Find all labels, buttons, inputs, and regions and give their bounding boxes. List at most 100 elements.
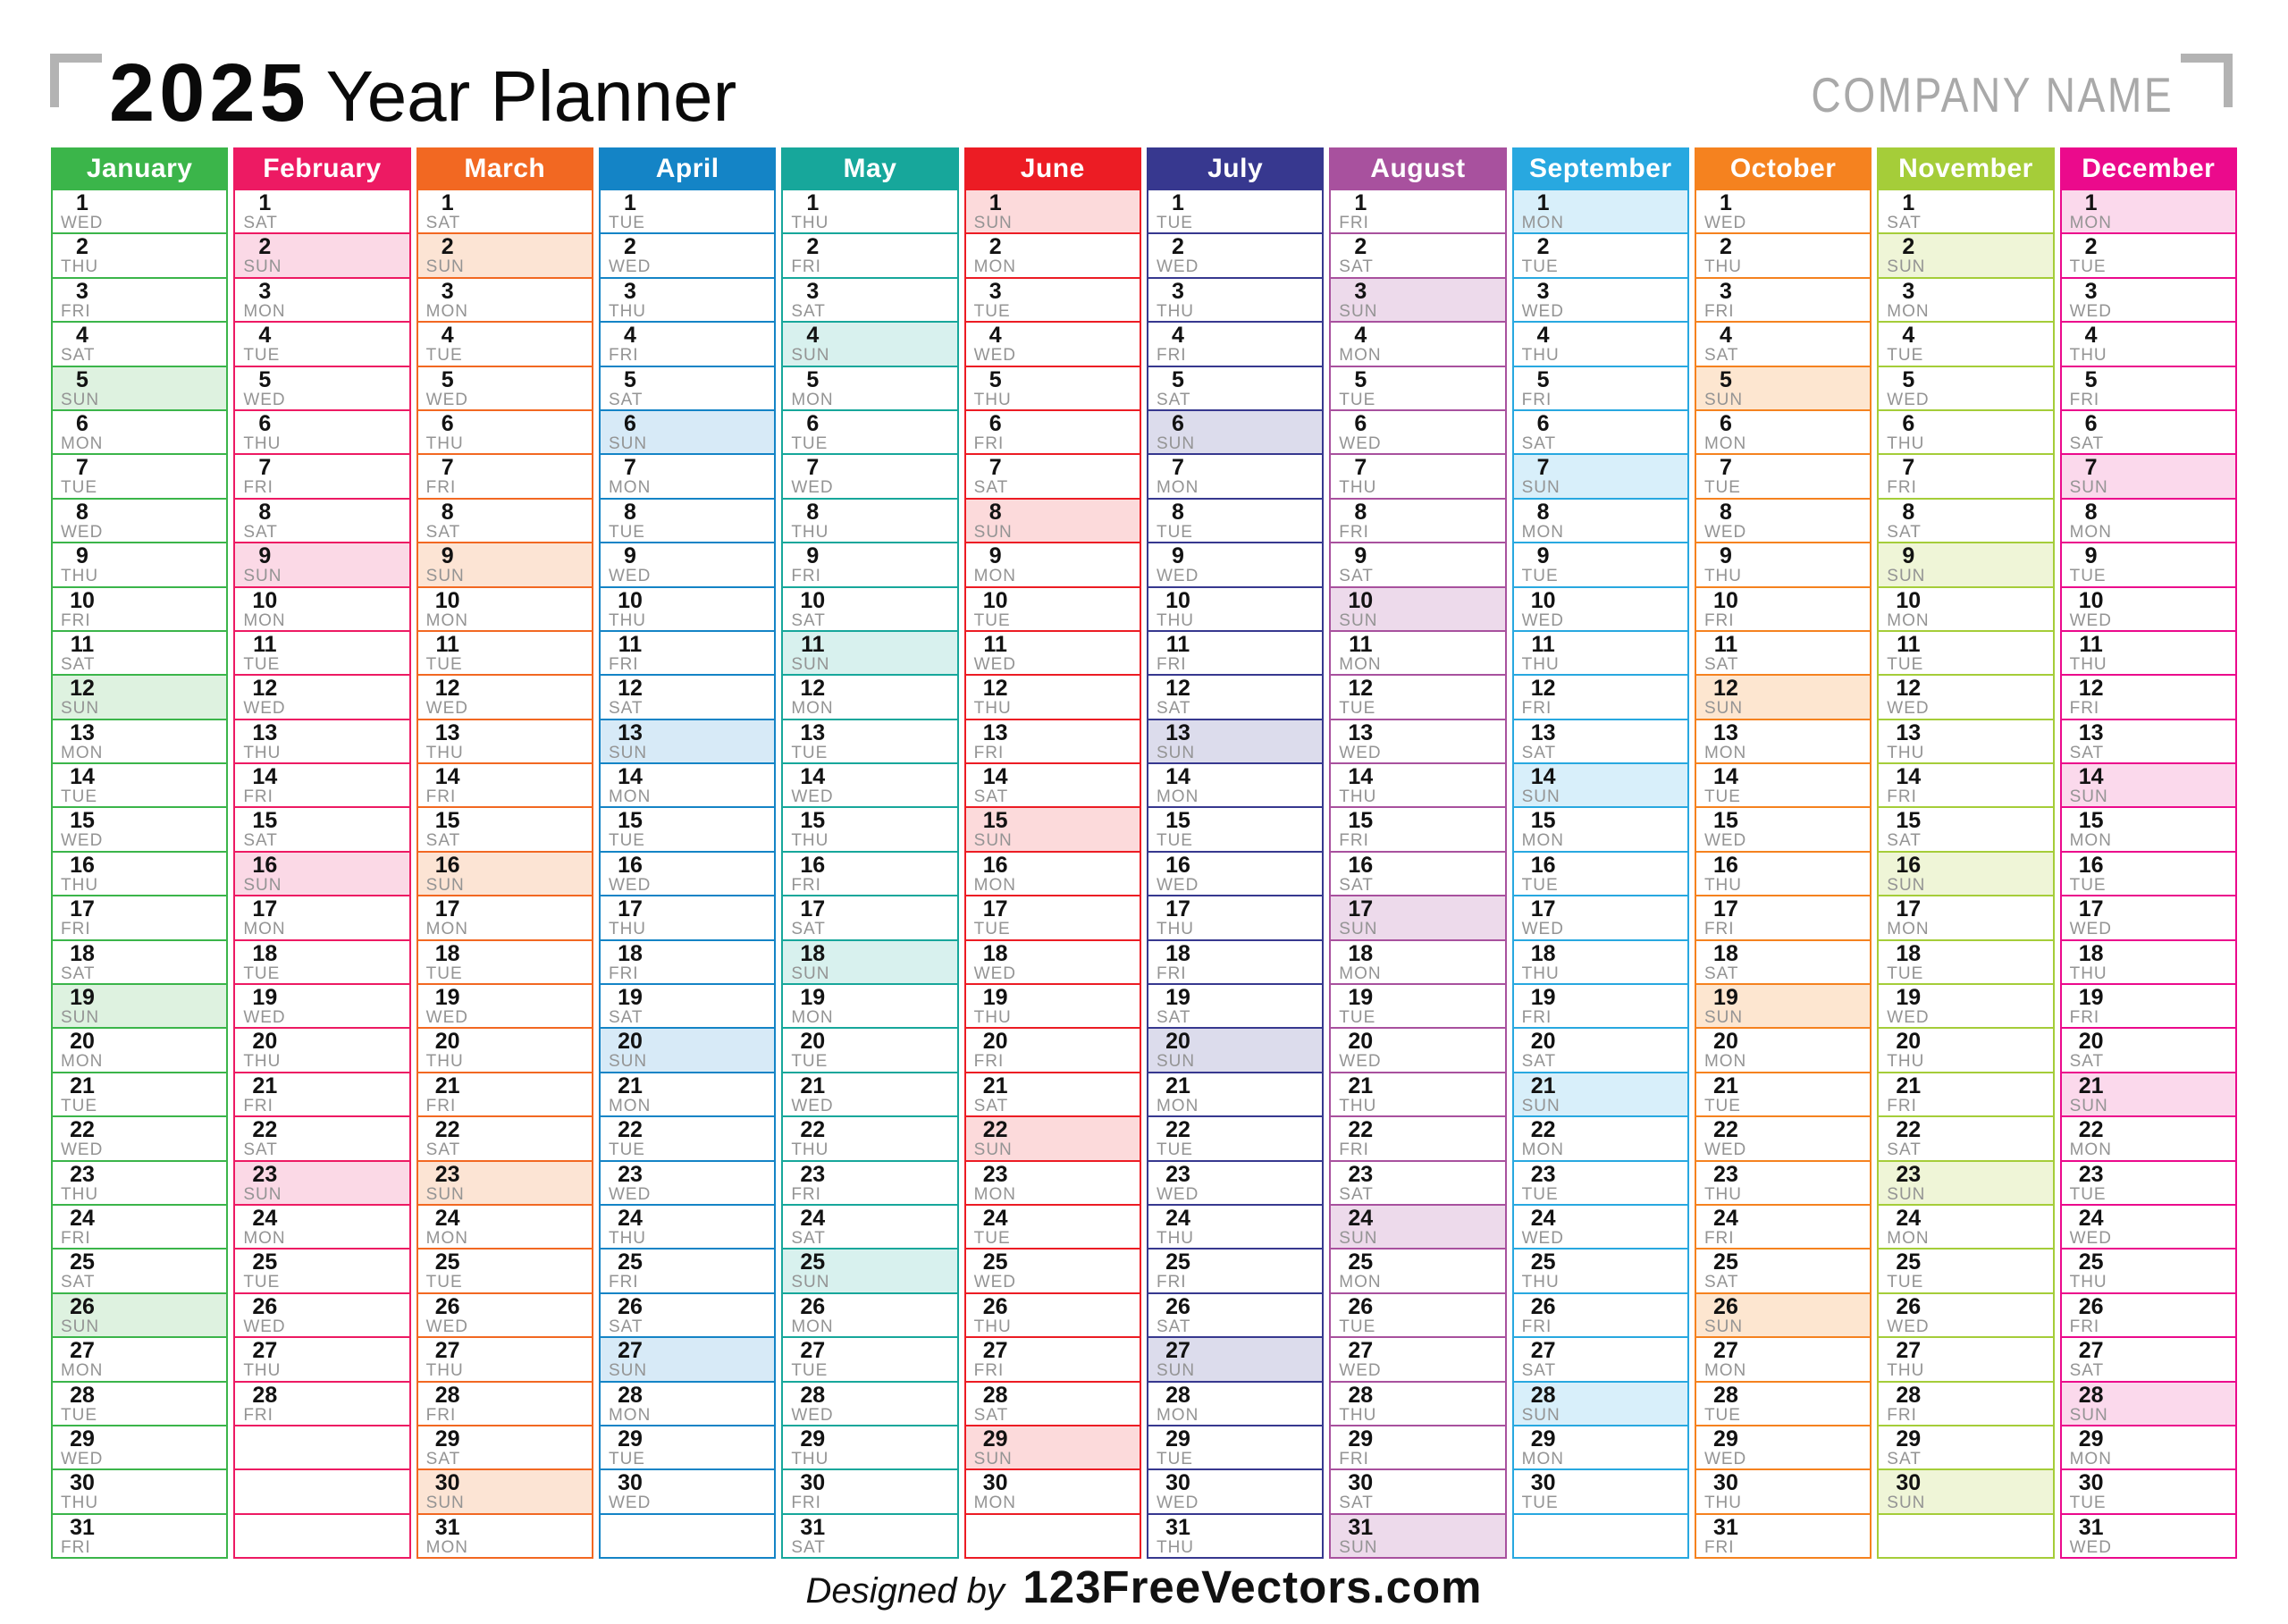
weekday-label: SAT — [243, 522, 278, 542]
day-cell-march-18: 18 TUE — [416, 940, 593, 986]
weekday-label: SUN — [1156, 1361, 1196, 1381]
footer-designed-by: Designed by — [805, 1571, 1005, 1611]
month-header-november: November — [1877, 147, 2055, 190]
day-number: 26 — [1713, 1293, 1738, 1319]
day-cell-december-24: 24 WED — [2059, 1205, 2237, 1250]
weekday-label: MON — [1703, 433, 1747, 453]
day-cell-february-20: 20 THU — [233, 1029, 411, 1073]
day-number: 16 — [618, 852, 643, 878]
footer-credit: Designed by 123FreeVectors.com — [0, 1562, 2288, 1618]
day-number: 21 — [1165, 1073, 1190, 1098]
weekday-label: SAT — [61, 963, 96, 983]
day-cell-june-20: 20 FRI — [963, 1029, 1141, 1073]
month-header-june: June — [963, 147, 1141, 190]
day-cell-july-28: 28 MON — [1146, 1382, 1325, 1426]
day-number: 2 — [1720, 234, 1732, 260]
month-header-april: April — [598, 147, 777, 190]
day-number: 19 — [70, 985, 95, 1011]
weekday-label: TUE — [1887, 654, 1924, 674]
day-cell-february-22: 22 SAT — [233, 1117, 411, 1162]
weekday-label: THU — [243, 1361, 282, 1381]
day-cell-october-15: 15 WED — [1694, 808, 1872, 853]
weekday-label: SUN — [1887, 875, 1926, 895]
day-cell-december-4: 4 THU — [2059, 323, 2237, 367]
weekday-label: SAT — [1703, 963, 1739, 983]
day-number: 30 — [1530, 1470, 1556, 1496]
day-cell-june-30: 30 MON — [963, 1470, 1141, 1515]
day-number: 6 — [1536, 410, 1550, 436]
weekday-label: TUE — [425, 963, 463, 983]
month-column-october: October 1 WED 2 THU 3 FRI 4 SAT 5 SUN 6 MON 7 TUE 8 WED 9… — [1694, 147, 1872, 1560]
day-number: 29 — [982, 1426, 1008, 1452]
day-cell-september-29: 29 MON — [1511, 1426, 1689, 1471]
day-cell-september-30: 30 TUE — [1511, 1470, 1689, 1515]
weekday-label: MON — [973, 875, 1016, 895]
day-number: 23 — [1348, 1161, 1374, 1187]
day-number: 25 — [1348, 1250, 1374, 1275]
day-cell-january-31: 31 FRI — [51, 1514, 229, 1560]
day-number: 14 — [2078, 764, 2104, 790]
day-number: 7 — [624, 455, 636, 481]
weekday-label: MON — [1703, 743, 1747, 762]
day-number: 28 — [1165, 1382, 1190, 1408]
day-cell-march-12: 12 WED — [416, 676, 593, 720]
day-cell-august-21: 21 THU — [1329, 1073, 1507, 1118]
weekday-label: MON — [61, 1052, 104, 1072]
year-planner-grid: January 1 WED 2 THU 3 FRI 4 SAT 5 SUN 6 MON 7 TUE 8 WED 9… — [51, 147, 2237, 1560]
weekday-label: THU — [1339, 1405, 1377, 1425]
weekday-label: FRI — [2069, 390, 2100, 409]
day-number: 25 — [1896, 1250, 1922, 1275]
day-number: 20 — [70, 1029, 95, 1055]
day-cell-february-19: 19 WED — [233, 985, 411, 1030]
day-number: 3 — [76, 278, 88, 304]
day-number: 4 — [258, 323, 272, 349]
day-cell-september-13: 13 SAT — [1511, 719, 1689, 765]
day-number: 1 — [1902, 190, 1915, 215]
weekday-label: FRI — [425, 478, 457, 498]
weekday-label: FRI — [243, 478, 273, 498]
day-number: 17 — [434, 896, 460, 922]
day-number: 22 — [982, 1117, 1008, 1143]
weekday-label: TUE — [2069, 1184, 2107, 1204]
day-cell-march-19: 19 WED — [416, 985, 593, 1030]
day-cell-december-13: 13 SAT — [2059, 719, 2237, 765]
weekday-label: TUE — [973, 920, 1011, 939]
weekday-label: SAT — [425, 1140, 461, 1160]
day-number: 28 — [1530, 1382, 1556, 1408]
day-cell-april-5: 5 SAT — [598, 366, 777, 411]
weekday-label: SUN — [973, 1449, 1013, 1468]
day-number: 1 — [1172, 190, 1184, 215]
day-number: 15 — [434, 808, 460, 834]
day-cell-august-7: 7 THU — [1329, 455, 1507, 500]
weekday-label: THU — [243, 1052, 282, 1072]
day-cell-october-3: 3 FRI — [1694, 278, 1872, 324]
weekday-label: SUN — [243, 1184, 282, 1204]
weekday-label: SAT — [1887, 1140, 1922, 1160]
day-number: 25 — [2078, 1250, 2104, 1275]
weekday-label: THU — [973, 1317, 1012, 1336]
day-number: 16 — [70, 852, 95, 878]
weekday-label: SUN — [1521, 1096, 1560, 1115]
weekday-label: SUN — [791, 1273, 830, 1292]
day-cell-october-1: 1 WED — [1694, 190, 1872, 235]
day-number: 16 — [1896, 852, 1922, 878]
weekday-label: SUN — [1339, 610, 1378, 630]
day-number: 3 — [988, 278, 1002, 304]
day-cell-september-7: 7 SUN — [1511, 455, 1689, 500]
day-cell-february-16: 16 SUN — [233, 852, 411, 897]
weekday-label: MON — [608, 1096, 652, 1115]
day-number: 25 — [800, 1250, 826, 1275]
day-number: 25 — [434, 1250, 460, 1275]
weekday-label: WED — [1339, 433, 1382, 453]
weekday-label: THU — [1703, 1184, 1743, 1204]
day-number: 1 — [1354, 190, 1367, 215]
weekday-label: SAT — [1887, 1449, 1922, 1468]
weekday-label: WED — [1339, 1361, 1382, 1381]
day-cell-march-30: 30 SUN — [416, 1470, 593, 1515]
day-number: 17 — [618, 896, 643, 922]
day-cell-june-25: 25 WED — [963, 1250, 1141, 1294]
day-number: 13 — [2078, 719, 2104, 745]
day-cell-june-21: 21 SAT — [963, 1073, 1141, 1118]
weekday-label: SUN — [1339, 920, 1378, 939]
day-cell-march-22: 22 SAT — [416, 1117, 593, 1162]
